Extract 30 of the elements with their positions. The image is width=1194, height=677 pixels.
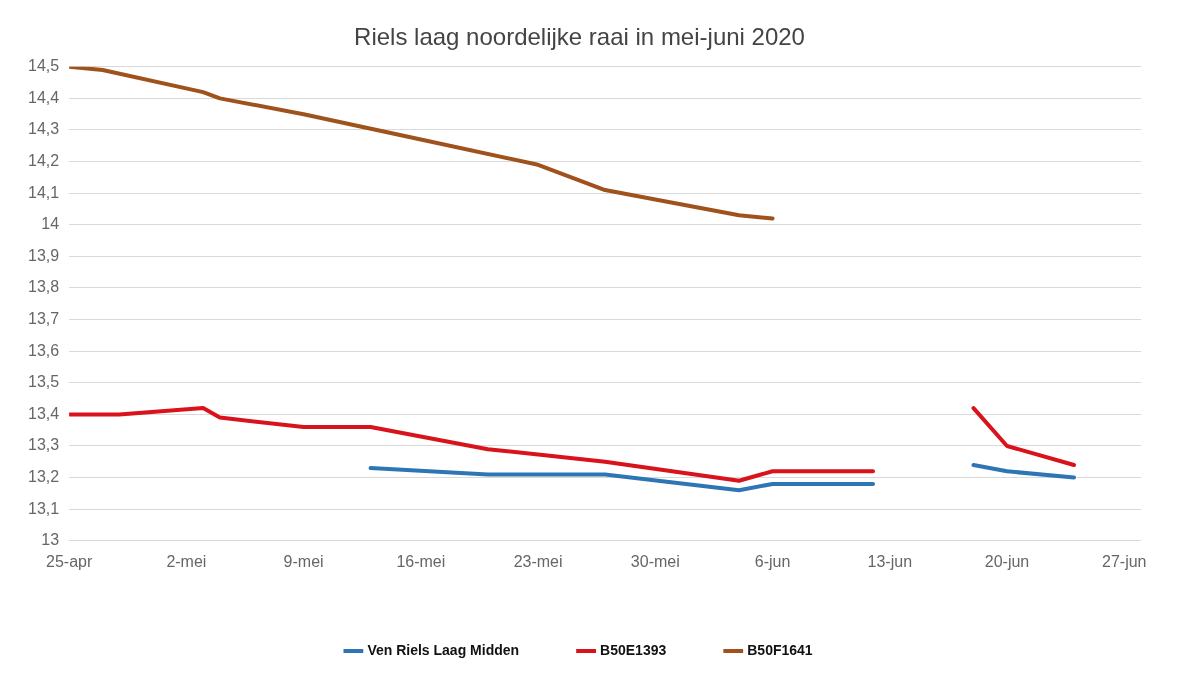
x-tick-label: 6-jun: [754, 552, 791, 570]
y-tick-label: 13,7: [28, 310, 60, 328]
y-tick-label: 13: [41, 531, 60, 549]
x-tick-label: 25-apr: [46, 552, 93, 570]
y-tick-label: 13,3: [28, 436, 60, 454]
y-tick-label: 13,4: [28, 404, 60, 422]
y-tick-label: 14: [41, 215, 60, 233]
x-tick-label: 2-mei: [166, 552, 207, 570]
y-tick-label: 13,1: [28, 499, 60, 517]
y-tick-label: 14,5: [28, 57, 60, 75]
x-tick-label: 30-mei: [630, 552, 680, 570]
legend-label: Ven Riels Laag Midden: [367, 641, 520, 658]
legend-label: B50E1393: [600, 641, 667, 658]
chart-title: Riels laag noordelijke raai in mei-juni 2020: [354, 23, 805, 51]
y-tick-label: 13,9: [28, 246, 60, 264]
y-tick-label: 14,2: [28, 152, 60, 170]
y-tick-label: 14,3: [28, 120, 60, 138]
y-tick-label: 13,2: [28, 468, 60, 486]
x-tick-label: 23-mei: [513, 552, 563, 570]
y-tick-label: 13,8: [28, 278, 60, 296]
x-tick-label: 16-mei: [396, 552, 446, 570]
y-tick-label: 13,5: [28, 373, 60, 391]
y-tick-label: 13,6: [28, 341, 60, 359]
legend-label: B50F1641: [747, 641, 813, 658]
y-tick-label: 14,4: [28, 88, 60, 106]
x-tick-label: 27-jun: [1102, 552, 1147, 570]
x-tick-label: 20-jun: [984, 552, 1030, 570]
x-tick-label: 9-mei: [283, 552, 324, 570]
x-tick-label: 13-jun: [867, 552, 913, 570]
y-tick-label: 14,1: [28, 183, 60, 201]
